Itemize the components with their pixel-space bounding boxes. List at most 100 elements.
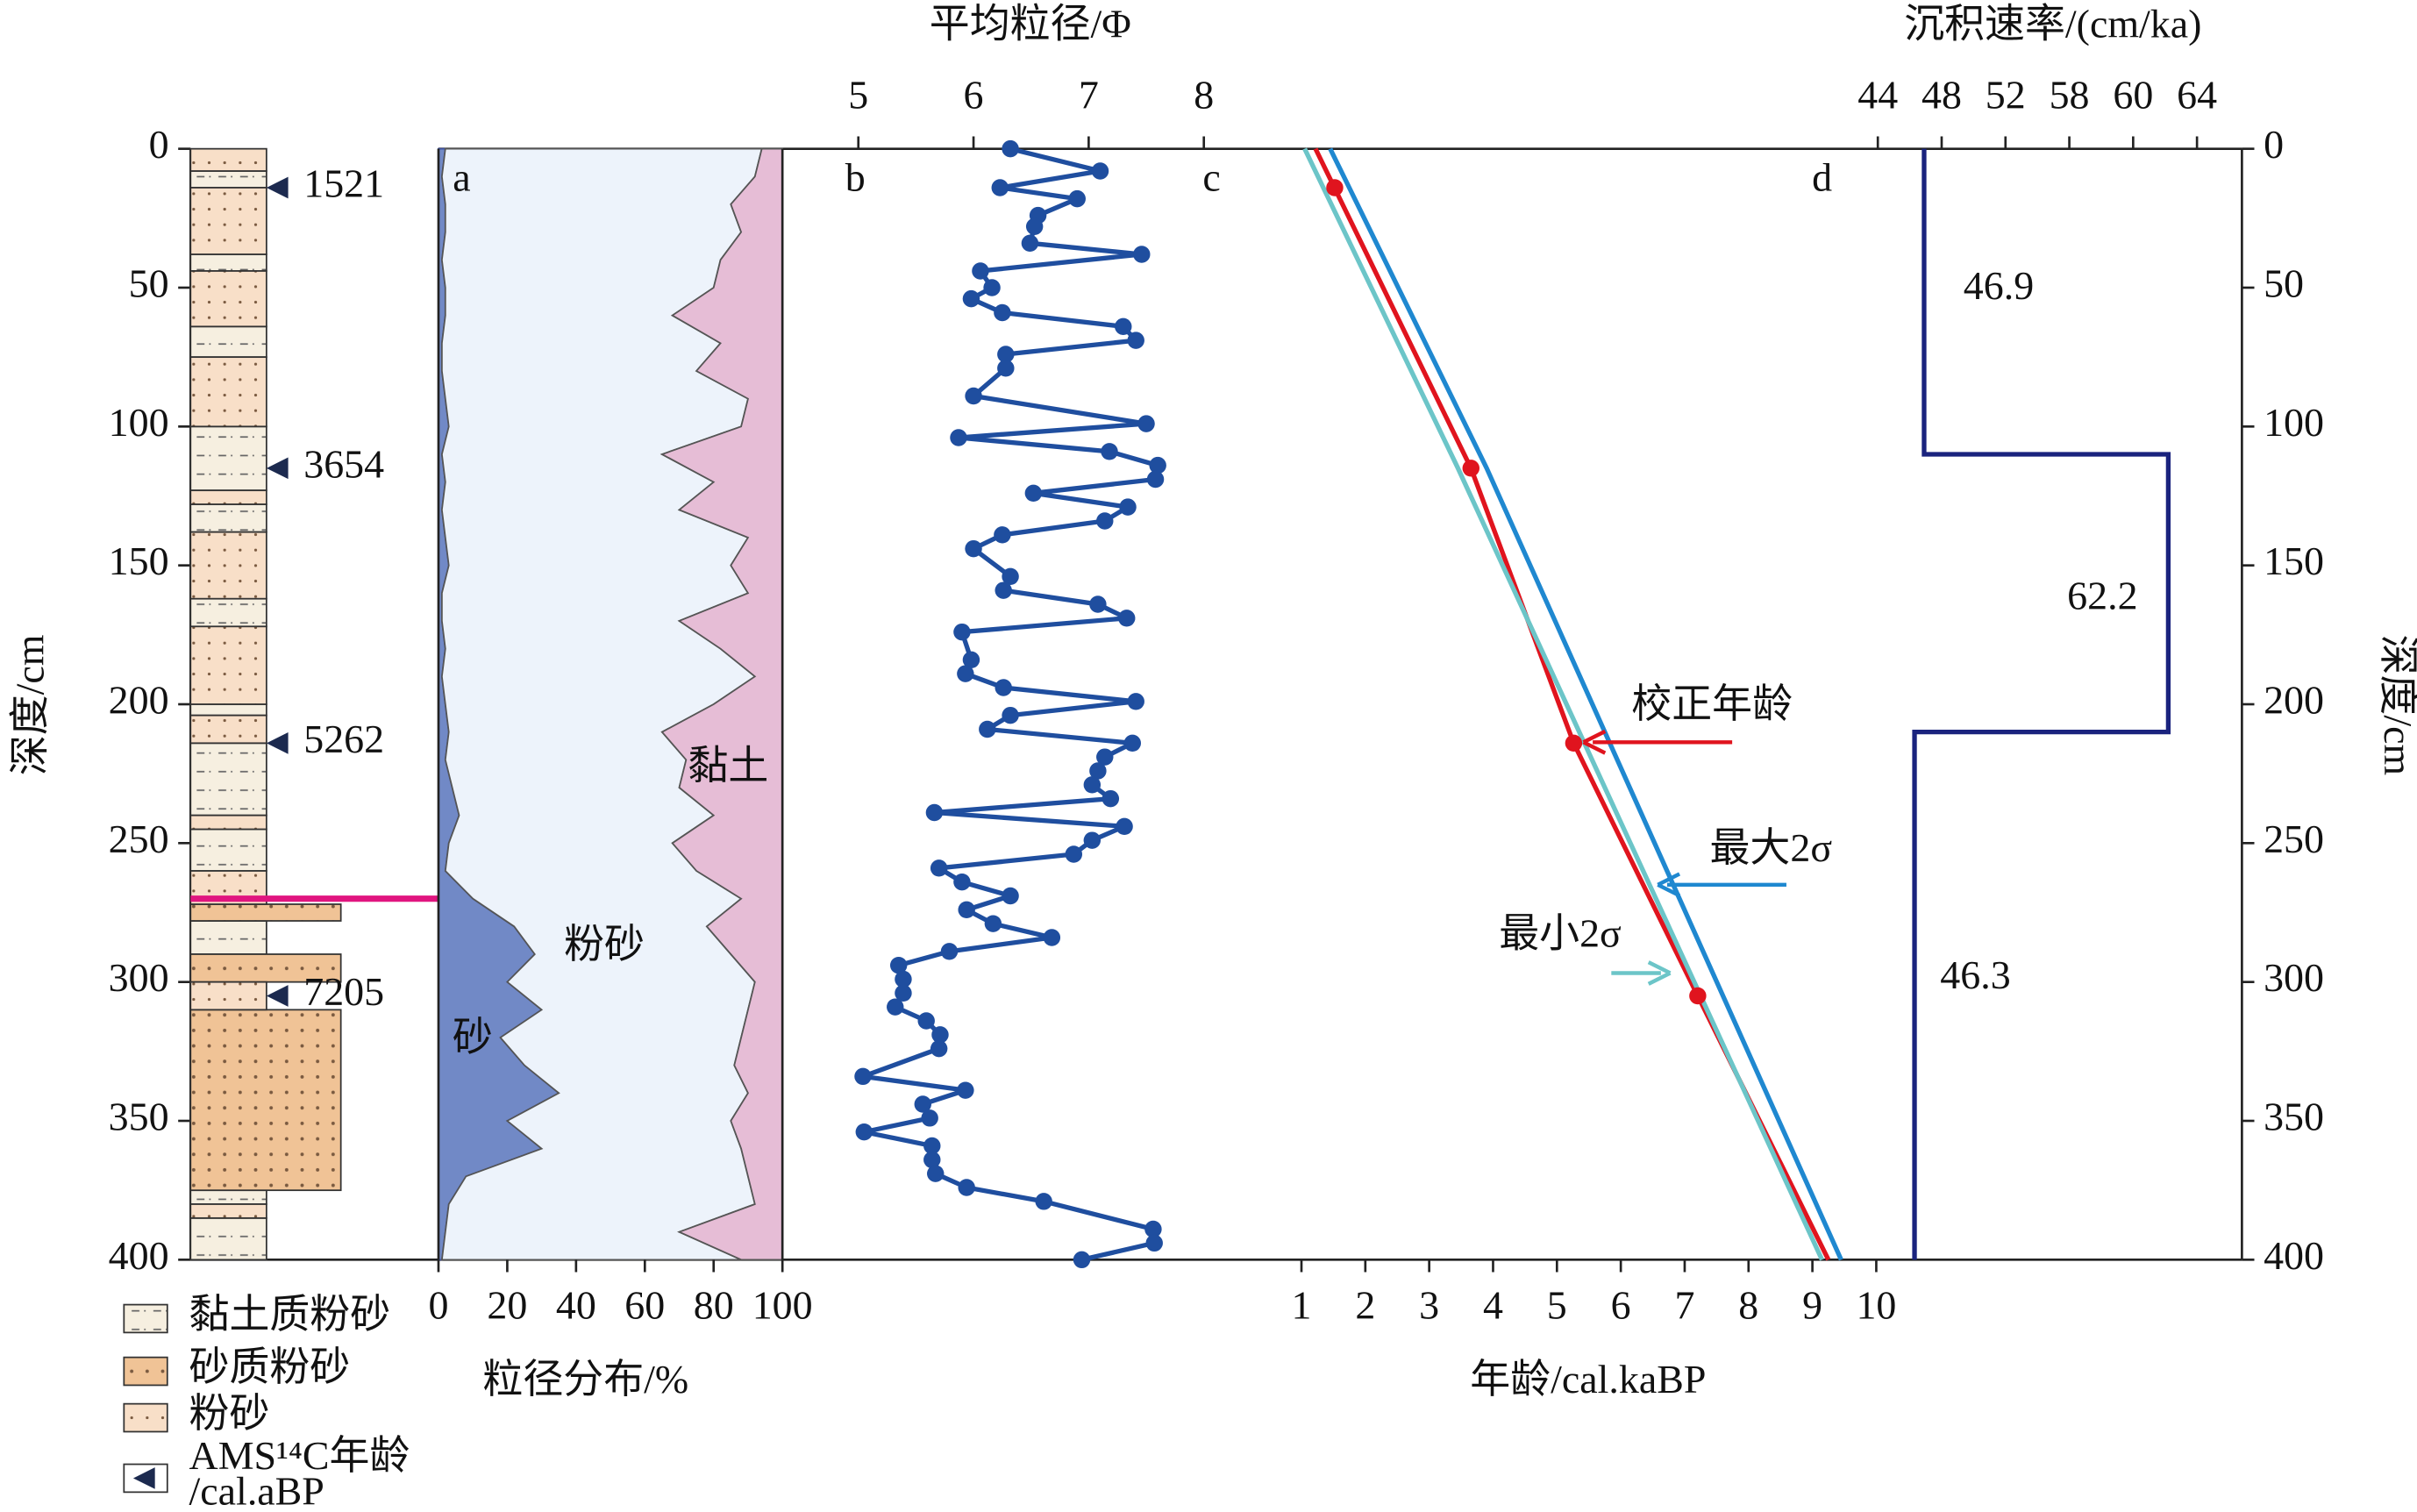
x-axis-label: 粒径分布/% bbox=[482, 1357, 688, 1401]
marker bbox=[1101, 443, 1118, 460]
layer bbox=[189, 742, 267, 817]
y-tick-label: 0 bbox=[149, 122, 169, 167]
marker bbox=[1024, 484, 1043, 503]
point bbox=[1689, 987, 1707, 1005]
x-axis-label: 年龄/cal.kaBP bbox=[1470, 1357, 1706, 1401]
marker bbox=[957, 1081, 974, 1099]
x-tick-label: 8 bbox=[1194, 73, 1214, 118]
layer bbox=[189, 703, 267, 717]
y-tick-label: 350 bbox=[109, 1095, 169, 1139]
arrow-head bbox=[1647, 960, 1672, 986]
layer bbox=[189, 814, 267, 831]
age-label: 7205 bbox=[303, 969, 384, 1014]
x-tick-label: 7 bbox=[1674, 1282, 1694, 1327]
x-tick-label: 64 bbox=[2177, 73, 2217, 118]
panel-letter: b bbox=[845, 154, 866, 199]
layer bbox=[189, 953, 342, 983]
layer bbox=[189, 270, 267, 328]
marker bbox=[994, 526, 1011, 544]
marker bbox=[1025, 218, 1044, 236]
marker bbox=[927, 1165, 945, 1182]
y-tick-label: 350 bbox=[2264, 1095, 2324, 1139]
annotation: 校正年龄 bbox=[1631, 681, 1793, 726]
age-marker bbox=[266, 731, 289, 754]
marker bbox=[914, 1095, 931, 1113]
marker bbox=[1035, 1193, 1052, 1210]
layer bbox=[189, 503, 267, 533]
y-tick-label: 200 bbox=[2264, 678, 2324, 723]
annotation: 最小2σ bbox=[1499, 910, 1622, 955]
legend-label: 砂质粉砂 bbox=[189, 1344, 351, 1389]
marker bbox=[1102, 789, 1120, 808]
marker bbox=[983, 279, 1001, 296]
marker bbox=[921, 1109, 938, 1127]
marker bbox=[1146, 470, 1165, 489]
point bbox=[1326, 179, 1344, 196]
y-tick-label: 100 bbox=[109, 400, 169, 445]
marker bbox=[855, 1123, 873, 1141]
x-tick-label: 4 bbox=[1483, 1282, 1503, 1327]
arrow-head bbox=[1657, 872, 1681, 898]
x-tick-label: 58 bbox=[2050, 73, 2090, 118]
x-tick-label: 10 bbox=[1856, 1282, 1896, 1327]
layer bbox=[189, 425, 267, 492]
panel-letter: d bbox=[1812, 154, 1832, 199]
marker bbox=[1096, 748, 1114, 766]
y-tick-label: 0 bbox=[2264, 122, 2284, 167]
layer bbox=[189, 531, 267, 600]
marker bbox=[962, 289, 980, 308]
layer bbox=[189, 187, 267, 255]
marker bbox=[965, 387, 982, 405]
marker bbox=[1002, 567, 1019, 586]
marker bbox=[1073, 1251, 1091, 1269]
series-label: 砂 bbox=[453, 1015, 493, 1059]
marker bbox=[1127, 693, 1144, 710]
y-tick-label: 400 bbox=[109, 1233, 169, 1278]
marker bbox=[1068, 189, 1086, 208]
marker bbox=[957, 665, 974, 682]
layer bbox=[189, 920, 267, 955]
marker bbox=[995, 679, 1012, 696]
marker bbox=[1096, 512, 1114, 530]
marker bbox=[1127, 332, 1144, 349]
step-line bbox=[1912, 148, 2171, 1260]
annotation: 最大2σ bbox=[1710, 825, 1833, 870]
marker bbox=[991, 179, 1009, 196]
layer bbox=[189, 1009, 342, 1192]
layer bbox=[189, 356, 267, 428]
y-tick-label: 250 bbox=[2264, 817, 2324, 861]
y-tick-label: 100 bbox=[2264, 400, 2324, 445]
marker bbox=[1002, 706, 1019, 724]
marker bbox=[1144, 1220, 1162, 1238]
marker bbox=[1133, 246, 1151, 263]
x-tick-label: 3 bbox=[1419, 1282, 1439, 1327]
marker bbox=[923, 1137, 941, 1155]
marker bbox=[965, 539, 982, 558]
marker bbox=[1083, 776, 1102, 794]
marker bbox=[931, 1026, 949, 1044]
marker bbox=[889, 956, 908, 974]
marker bbox=[1083, 831, 1102, 849]
value-label: 62.2 bbox=[2067, 573, 2137, 617]
x-tick-label: 2 bbox=[1355, 1282, 1375, 1327]
marker bbox=[917, 1012, 935, 1030]
marker bbox=[984, 915, 1002, 932]
series-label: 粉砂 bbox=[564, 922, 645, 966]
marker bbox=[1065, 845, 1083, 863]
marker bbox=[1119, 498, 1137, 516]
layer bbox=[189, 147, 267, 172]
layer bbox=[189, 1203, 267, 1219]
layer bbox=[189, 170, 267, 189]
marker bbox=[953, 623, 971, 641]
y-tick-label: 400 bbox=[2264, 1233, 2324, 1278]
marker bbox=[1002, 139, 1019, 158]
layer bbox=[189, 1216, 267, 1261]
x-tick-label: 8 bbox=[1738, 1282, 1758, 1327]
y-axis-label: 深度/cm bbox=[2376, 635, 2417, 776]
y-tick-label: 50 bbox=[2264, 261, 2304, 306]
y-tick-label: 150 bbox=[109, 538, 169, 583]
marker bbox=[1021, 234, 1039, 253]
x-axis-label: 沉积速率/(cm/ka) bbox=[1904, 1, 2201, 46]
x-axis-label: 平均粒径/Φ bbox=[930, 1, 1131, 46]
